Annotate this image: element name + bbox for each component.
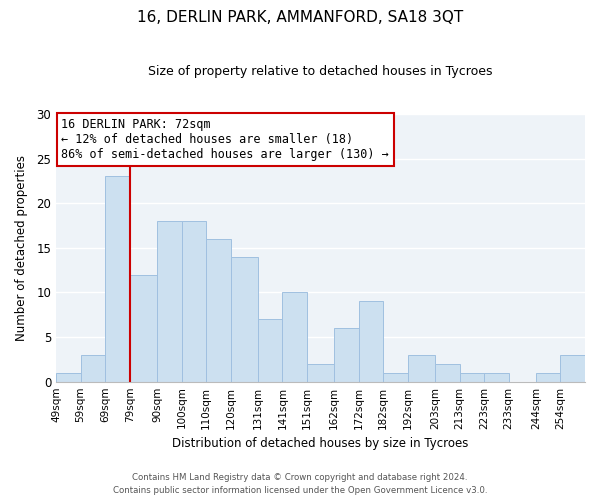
Bar bbox=[283, 292, 307, 382]
Bar bbox=[206, 239, 231, 382]
Bar bbox=[231, 256, 258, 382]
Bar bbox=[157, 221, 182, 382]
Text: 16 DERLIN PARK: 72sqm
← 12% of detached houses are smaller (18)
86% of semi-deta: 16 DERLIN PARK: 72sqm ← 12% of detached … bbox=[61, 118, 389, 161]
Bar bbox=[359, 302, 383, 382]
Title: Size of property relative to detached houses in Tycroes: Size of property relative to detached ho… bbox=[148, 65, 493, 78]
Bar bbox=[56, 373, 80, 382]
Text: 16, DERLIN PARK, AMMANFORD, SA18 3QT: 16, DERLIN PARK, AMMANFORD, SA18 3QT bbox=[137, 10, 463, 25]
Bar bbox=[435, 364, 460, 382]
Bar bbox=[334, 328, 359, 382]
Bar bbox=[460, 373, 484, 382]
X-axis label: Distribution of detached houses by size in Tycroes: Distribution of detached houses by size … bbox=[172, 437, 469, 450]
Bar bbox=[383, 373, 408, 382]
Bar bbox=[80, 355, 105, 382]
Bar bbox=[182, 221, 206, 382]
Text: Contains HM Land Registry data © Crown copyright and database right 2024.
Contai: Contains HM Land Registry data © Crown c… bbox=[113, 474, 487, 495]
Bar bbox=[408, 355, 435, 382]
Bar bbox=[560, 355, 585, 382]
Y-axis label: Number of detached properties: Number of detached properties bbox=[15, 155, 28, 341]
Bar bbox=[307, 364, 334, 382]
Bar bbox=[105, 176, 130, 382]
Bar bbox=[484, 373, 509, 382]
Bar bbox=[536, 373, 560, 382]
Bar bbox=[258, 319, 283, 382]
Bar bbox=[130, 274, 157, 382]
